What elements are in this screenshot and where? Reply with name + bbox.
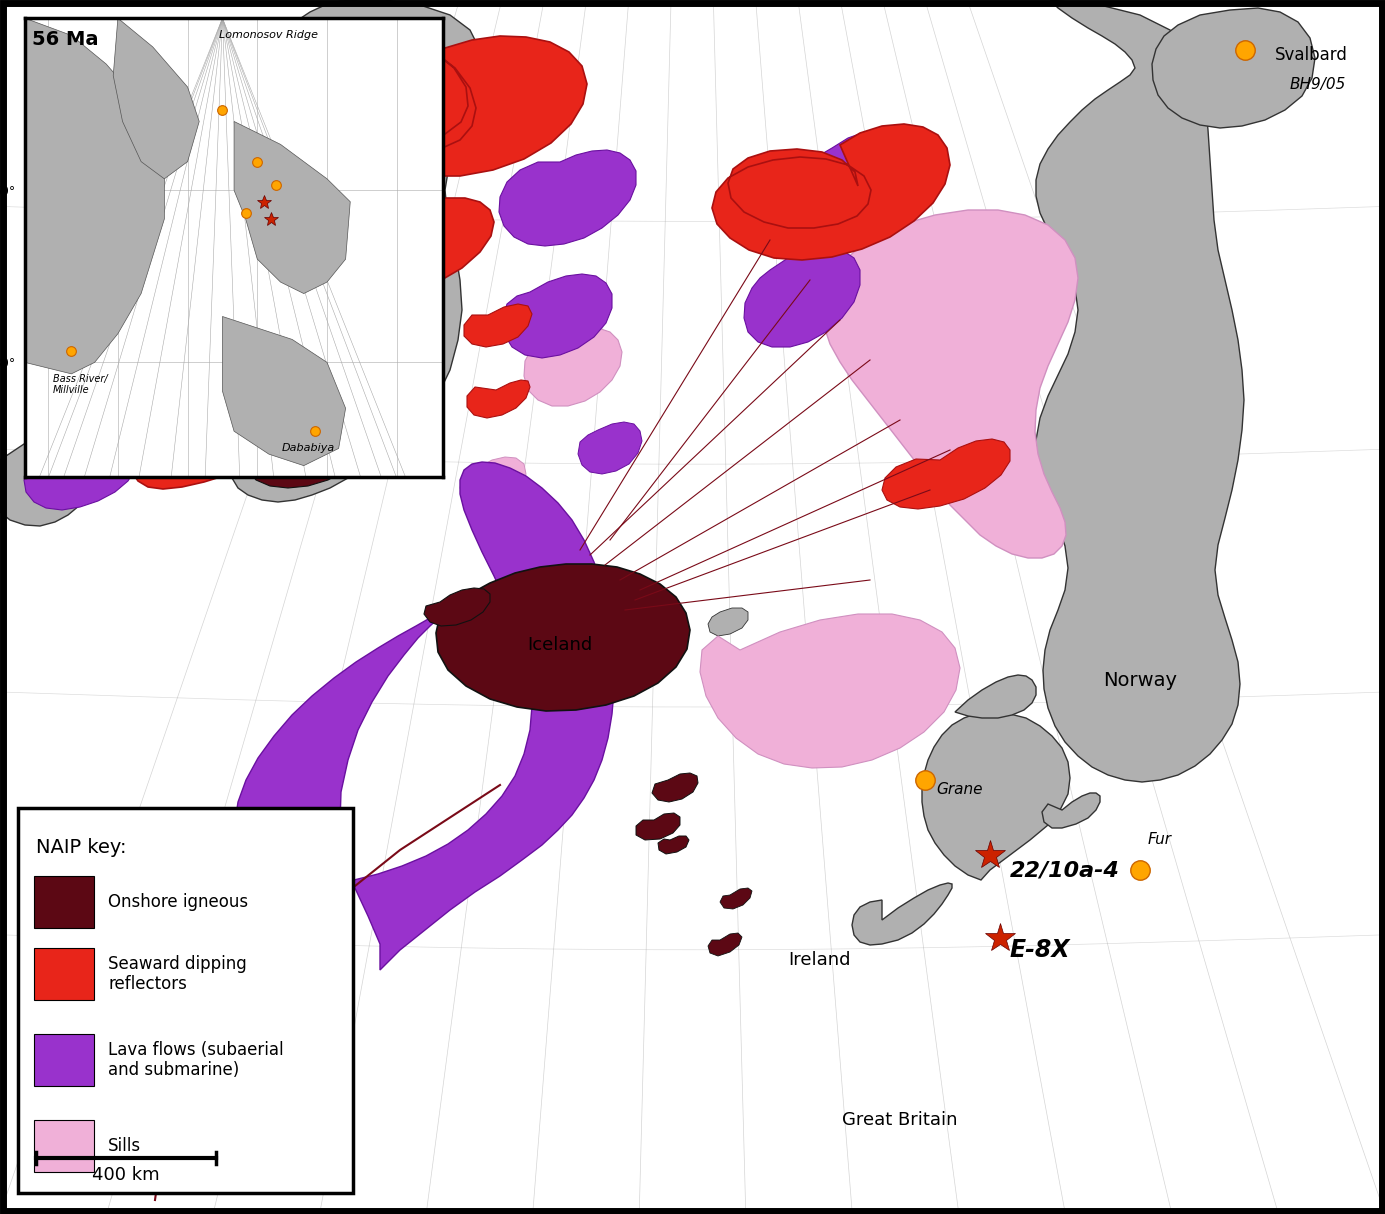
Polygon shape <box>524 328 622 405</box>
Text: Seaward dipping
reflectors: Seaward dipping reflectors <box>108 954 247 993</box>
Text: Greenland: Greenland <box>266 210 374 229</box>
Text: Svalbard: Svalbard <box>1276 46 1348 64</box>
Polygon shape <box>249 278 434 385</box>
Polygon shape <box>132 362 402 489</box>
Text: 22/10a-4: 22/10a-4 <box>1010 860 1120 880</box>
Polygon shape <box>424 588 490 626</box>
Polygon shape <box>720 887 752 909</box>
Polygon shape <box>823 210 1078 558</box>
Text: Onshore igneous: Onshore igneous <box>108 894 248 910</box>
Polygon shape <box>0 415 108 526</box>
Text: Ireland: Ireland <box>788 951 852 969</box>
Polygon shape <box>956 675 1036 717</box>
Polygon shape <box>114 18 199 178</box>
Polygon shape <box>499 151 636 246</box>
Polygon shape <box>37 398 193 476</box>
Polygon shape <box>1042 793 1100 828</box>
Text: E-8X: E-8X <box>1010 938 1071 961</box>
Polygon shape <box>578 422 643 473</box>
Text: Lomonosov Ridge: Lomonosov Ridge <box>219 29 319 40</box>
Polygon shape <box>460 456 526 506</box>
Bar <box>18 809 353 1193</box>
Polygon shape <box>464 304 532 347</box>
Polygon shape <box>652 773 698 802</box>
Text: Reykjanes Ridge: Reykjanes Ridge <box>263 846 356 953</box>
Text: NAIP key:: NAIP key: <box>36 838 126 857</box>
Text: Iceland: Iceland <box>528 636 593 654</box>
Polygon shape <box>234 121 350 294</box>
Bar <box>35 948 94 1000</box>
Polygon shape <box>436 565 690 711</box>
Polygon shape <box>212 436 287 475</box>
Text: Lava flows (subaerial
and submarine): Lava flows (subaerial and submarine) <box>108 1040 284 1079</box>
Text: 56 Ma: 56 Ma <box>32 29 98 49</box>
Text: Great Britain: Great Britain <box>842 1111 958 1129</box>
Polygon shape <box>501 274 612 358</box>
Bar <box>35 1121 94 1172</box>
Text: 400 km: 400 km <box>93 1165 159 1184</box>
Polygon shape <box>25 18 165 374</box>
Polygon shape <box>708 608 748 636</box>
Polygon shape <box>235 463 614 970</box>
Text: Fur: Fur <box>1148 833 1172 847</box>
Text: Sills: Sills <box>108 1138 141 1155</box>
Polygon shape <box>291 25 587 176</box>
Polygon shape <box>24 442 138 510</box>
Polygon shape <box>1152 8 1314 127</box>
Polygon shape <box>212 0 481 503</box>
Text: Bass River/
Millville: Bass River/ Millville <box>53 374 108 396</box>
Polygon shape <box>1036 0 1244 782</box>
Polygon shape <box>636 813 680 840</box>
Polygon shape <box>882 439 1010 509</box>
Polygon shape <box>796 130 911 220</box>
Text: Norway: Norway <box>1102 670 1177 690</box>
Bar <box>35 1034 94 1087</box>
Polygon shape <box>223 317 346 466</box>
Text: BH9/05: BH9/05 <box>1289 78 1346 92</box>
Text: Dababiya: Dababiya <box>281 443 335 453</box>
Polygon shape <box>708 934 742 955</box>
Polygon shape <box>852 883 951 944</box>
Polygon shape <box>744 248 860 347</box>
Polygon shape <box>248 430 357 488</box>
Bar <box>35 877 94 927</box>
Polygon shape <box>699 614 960 768</box>
Polygon shape <box>252 165 494 297</box>
Polygon shape <box>467 380 530 418</box>
Polygon shape <box>922 711 1071 880</box>
Polygon shape <box>712 124 950 260</box>
Text: Grane: Grane <box>936 783 983 798</box>
Polygon shape <box>658 836 688 853</box>
